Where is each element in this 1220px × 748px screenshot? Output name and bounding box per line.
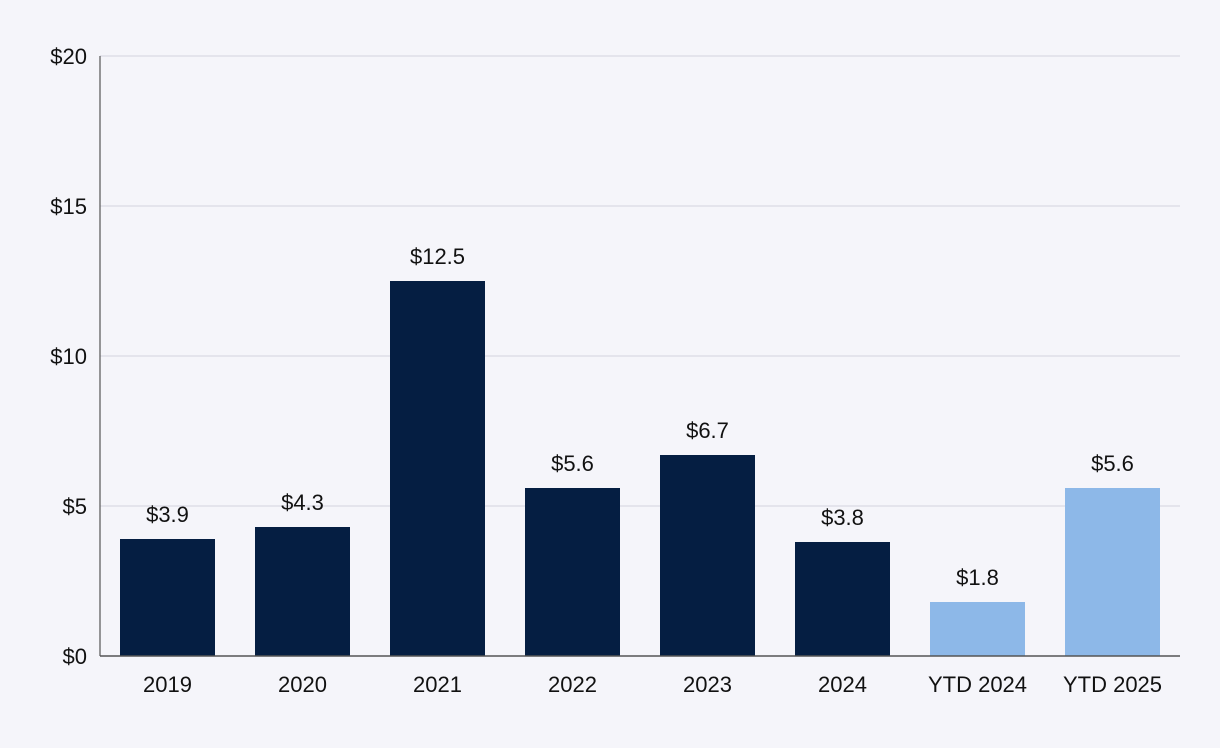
gridlines — [100, 55, 1180, 507]
bar — [660, 455, 755, 656]
y-tick-label: $0 — [63, 644, 87, 669]
bars — [120, 281, 1160, 656]
bar — [390, 281, 485, 656]
data-label: $3.9 — [146, 502, 189, 527]
bar — [795, 542, 890, 656]
data-label: $5.6 — [551, 451, 594, 476]
x-tick-label: 2020 — [278, 672, 327, 697]
data-labels: $3.9 $4.3 $12.5 $5.6 $6.7 $3.8 $1.8 $5.6 — [146, 244, 1134, 590]
data-label: $12.5 — [410, 244, 465, 269]
y-axis-ticks: $0 $5 $10 $15 $20 — [50, 44, 87, 669]
data-label: $6.7 — [686, 418, 729, 443]
x-tick-label: 2023 — [683, 672, 732, 697]
bar — [120, 539, 215, 656]
y-tick-label: $5 — [63, 494, 87, 519]
data-label: $5.6 — [1091, 451, 1134, 476]
data-label: $4.3 — [281, 490, 324, 515]
bar — [930, 602, 1025, 656]
y-tick-label: $15 — [50, 194, 87, 219]
y-tick-label: $10 — [50, 344, 87, 369]
x-tick-label: 2021 — [413, 672, 462, 697]
x-tick-label: YTD 2024 — [928, 672, 1027, 697]
x-tick-label: 2022 — [548, 672, 597, 697]
x-axis-ticks: 2019 2020 2021 2022 2023 2024 YTD 2024 YTD 2025 — [143, 672, 1162, 697]
data-label: $3.8 — [821, 505, 864, 530]
bar — [255, 527, 350, 656]
bar — [1065, 488, 1160, 656]
bar — [525, 488, 620, 656]
y-tick-label: $20 — [50, 44, 87, 69]
x-tick-label: 2024 — [818, 672, 867, 697]
x-tick-label: YTD 2025 — [1063, 672, 1162, 697]
x-tick-label: 2019 — [143, 672, 192, 697]
data-label: $1.8 — [956, 565, 999, 590]
